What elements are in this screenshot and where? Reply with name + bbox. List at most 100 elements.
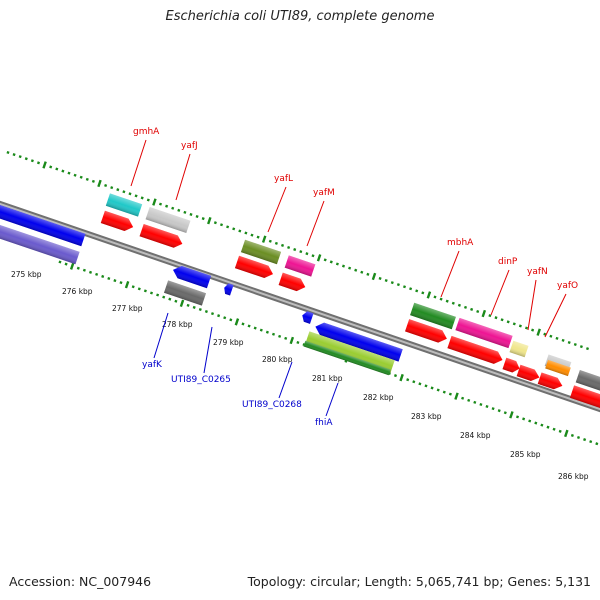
scale-tick-label: 286 kbp — [558, 472, 589, 481]
outer-tick-mark — [49, 165, 53, 169]
outer-tick-mark — [287, 245, 291, 250]
leader-line — [203, 326, 213, 374]
outer-tick-mark — [573, 343, 577, 347]
gene-label-bottom: UTI89_C0268 — [242, 400, 302, 410]
cds-arrow — [516, 364, 540, 381]
cds-arrow — [100, 210, 134, 232]
outer-tick-mark — [183, 210, 187, 214]
inner-tick-mark — [131, 285, 135, 289]
outer-tick-mark — [536, 328, 541, 336]
outer-tick-mark — [378, 276, 382, 280]
inner-tick-mark — [589, 440, 593, 444]
inner-tick-mark — [503, 411, 507, 415]
inner-tick-mark — [454, 392, 459, 400]
outer-tick-mark — [506, 320, 510, 324]
outer-tick-mark — [518, 324, 522, 328]
feature-blue-gene-left — [0, 201, 86, 247]
label-layer: 275 kbp 276 kbp 277 kbp 278 kbp 279 kbp 280 k… — [11, 127, 589, 481]
feature-purple-gene-left — [0, 221, 80, 265]
outer-tick-mark — [329, 260, 333, 264]
scale-tick-label: 281 kbp — [312, 374, 343, 383]
outer-tick-mark — [579, 345, 583, 349]
outer-tick-mark — [146, 198, 150, 202]
outer-tick-mark — [30, 159, 34, 163]
outer-tick-mark — [152, 198, 157, 206]
map-title: Escherichia coli UTI89, complete genome — [165, 9, 435, 24]
inner-tick-mark — [124, 281, 130, 289]
cds-arrow — [502, 357, 520, 373]
outer-tick-mark — [85, 177, 89, 181]
inner-tick-mark — [149, 291, 154, 295]
cds-arrow — [447, 335, 503, 364]
outer-tick-mark — [323, 258, 327, 262]
inner-tick-mark — [467, 398, 471, 402]
leader-line — [527, 279, 537, 331]
outer-tick-mark — [439, 297, 443, 301]
inner-tick-mark — [570, 433, 574, 437]
outer-tick-mark — [354, 268, 358, 272]
outer-tick-mark — [18, 155, 22, 159]
feature-yafK — [173, 265, 212, 289]
outer-tick-mark — [567, 340, 571, 344]
outer-tick-mark — [158, 202, 163, 206]
inner-tick-mark — [436, 388, 440, 392]
feature-small-blue-2 — [302, 311, 314, 324]
outer-tick-mark — [585, 347, 590, 351]
outer-tick-mark — [426, 291, 432, 299]
inner-tick-mark — [399, 373, 404, 382]
outer-tick-mark — [42, 161, 47, 169]
accession-text: Accession: NC_007946 — [9, 574, 152, 589]
outer-tick-mark — [128, 192, 132, 196]
outer-tick-mark — [207, 216, 212, 225]
inner-tick-mark — [278, 334, 282, 338]
inner-tick-mark — [179, 299, 185, 307]
outer-tick-mark — [261, 235, 267, 243]
outer-tick-mark — [91, 179, 95, 183]
outer-tick-mark — [463, 305, 468, 309]
inner-tick-mark — [58, 260, 62, 264]
inner-tick-mark — [82, 268, 86, 272]
outer-tick-mark — [415, 289, 419, 293]
scale-tick-label: 276 kbp — [62, 287, 93, 296]
inner-tick-mark — [558, 429, 562, 433]
scale-tick-label: 275 kbp — [11, 270, 42, 279]
outer-tick-mark — [360, 270, 364, 274]
inner-tick-mark — [162, 295, 166, 299]
leader-line — [175, 153, 191, 201]
outer-tick-mark — [433, 295, 437, 299]
gene-label-top: yafN — [527, 267, 548, 277]
outer-tick-mark — [232, 227, 236, 231]
cds-arrow — [278, 272, 306, 292]
inner-tick-mark — [192, 305, 196, 309]
outer-tick-mark — [396, 283, 400, 287]
inner-tick-mark — [430, 386, 434, 390]
inner-tick-mark — [247, 324, 251, 328]
outer-tick-mark — [305, 252, 309, 256]
gene-label-bottom: UTI89_C0265 — [171, 375, 231, 385]
gene-label-bottom: fhiA — [315, 418, 333, 428]
inner-tick-mark — [174, 299, 178, 303]
leader-line — [130, 139, 147, 187]
outer-tick-mark — [6, 150, 10, 155]
backbone-inner — [0, 202, 600, 411]
inner-tick-mark — [143, 289, 147, 293]
inner-tick-mark — [137, 287, 141, 291]
inner-tick-mark — [491, 407, 495, 411]
scale-tick-label: 280 kbp — [262, 355, 293, 364]
leader-line — [278, 361, 293, 399]
outer-tick-mark — [421, 291, 425, 295]
outer-tick-mark — [494, 316, 498, 320]
inner-tick-mark — [406, 378, 410, 382]
inner-tick-mark — [289, 336, 295, 345]
outer-tick-mark — [213, 221, 217, 225]
inner-tick-mark — [217, 314, 221, 318]
leader-line — [325, 382, 339, 417]
feature-orange — [545, 359, 571, 377]
outer-tick-mark — [79, 175, 83, 179]
inner-tick-mark — [418, 382, 422, 386]
outer-tick-mark — [299, 250, 303, 254]
outer-tick-mark — [481, 309, 487, 318]
scale-tick-label: 283 kbp — [411, 412, 442, 421]
outer-tick-mark — [470, 307, 474, 311]
inner-tick-mark — [64, 262, 68, 266]
